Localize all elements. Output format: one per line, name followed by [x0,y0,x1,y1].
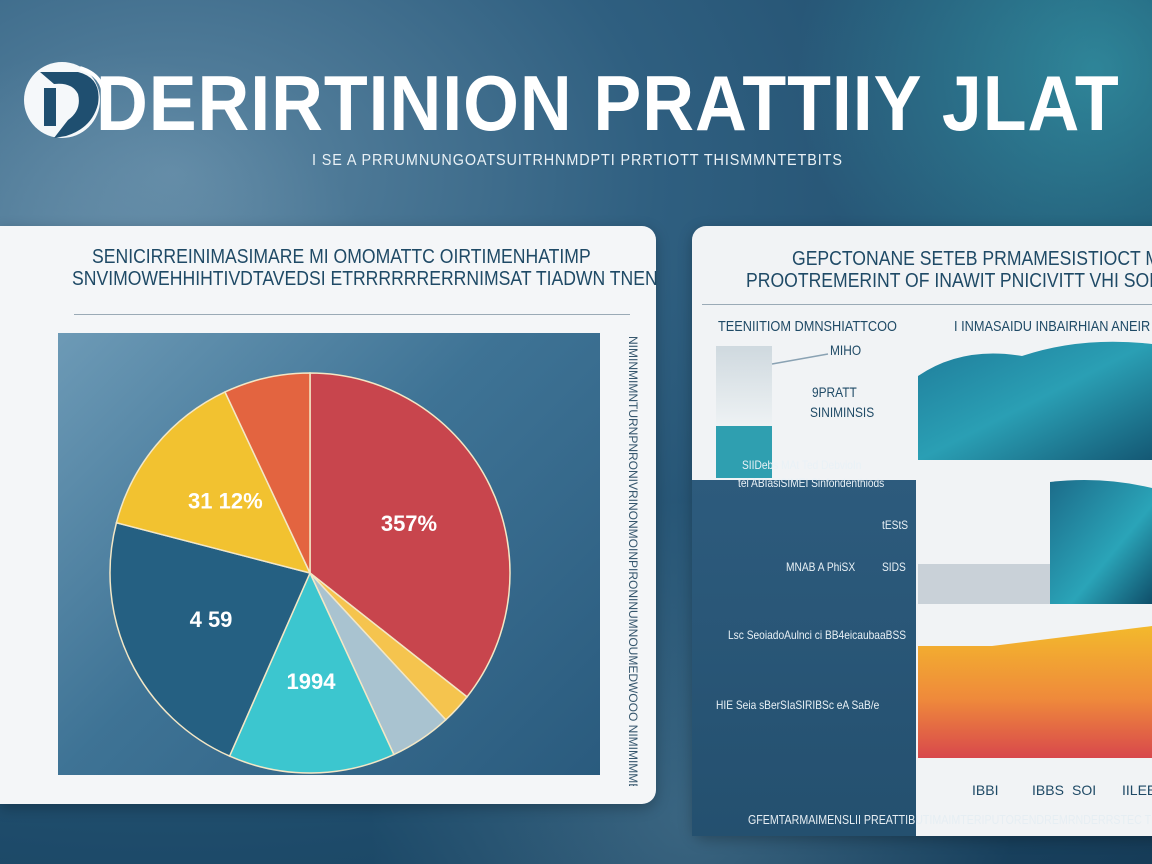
label-pratt: 9PRATT [812,384,857,400]
pie-slice [224,372,311,574]
label-mhio: MIHO [830,342,862,358]
page-subtitle: I SE A PRRUMNUNGOATSUITRHNMDPTI PRRTIOTT… [312,152,843,169]
pie-slice [309,372,511,698]
left-panel-divider [74,314,630,315]
block-text-4: MNAB A PhiSX [786,560,856,574]
mini-bar-teal [716,426,772,478]
pie-slice-label: 357% [381,511,437,536]
left-panel-heading-line2: SNVIMOWEHHIHTIVDTAVEDSI ETRRRRRRERRNIMSA… [72,268,658,290]
block-text-2: tel ABIasiSIMEI Sinfondenthiods [738,476,885,490]
left-panel-heading-line1: SENICIRREINIMASIMARE MI OMOMATTC OIRTIME… [92,246,591,268]
area-series-top [918,341,1152,460]
pie-slice-label: 1994 [287,669,337,694]
mini-bar [716,346,772,426]
pie-chart: 357% 1994 4 59 31 12% [109,372,511,774]
block-text-3: tEStS [882,518,909,532]
x-tick-label: IILEE [1122,782,1152,798]
right-panel-heading-line2: PROOTREMERINT OF INAWIT PNICIVITT VHI SO… [746,270,1152,292]
right-label-block: SIIDebs MAt Ted DebvioIn tel ABIasiSIMEI… [692,458,916,836]
pie-chart-area: 357% 1994 4 59 31 12% [58,333,600,775]
left-panel-side-text: NIMINMIMNTURNPNRONIVRINONMOINPIRONINUMNO… [626,336,640,786]
x-tick-label: IBBI [972,782,999,798]
pie-slice [109,521,312,758]
area-series-middle [1050,480,1152,604]
right-sub-label-left: TEENIITIOM DMNSHIATTCOO [718,318,897,335]
left-chart-panel: SENICIRREINIMASIMARE MI OMOMATTC OIRTIME… [0,226,658,804]
right-panel-footer: GFEMTARMAIMENSLII PREATTIBUTIMAIMTERIPUT… [748,812,1152,827]
brand-logo [24,62,107,138]
pie-slice [228,571,395,774]
right-sub-label-right: I INMASAIDU INBAIRHIAN ANEIR [954,318,1151,335]
right-area-chart [716,341,1152,758]
label-sinim: SINIMINSIS [810,404,875,420]
block-text-6: Lsc SeoiadoAulnci ci BB4eicaubaaBSS [728,628,907,642]
pie-slice-label: 31 12% [188,489,263,514]
area-series-bottom [918,626,1152,758]
block-text-1: SIIDebs MAt Ted DebvioIn [742,458,862,472]
x-tick-label: IBBS [1032,782,1064,798]
block-text-5: SIDS [882,560,906,574]
right-panel-divider [702,304,1152,305]
pie-slice [115,390,312,575]
x-tick-label: SOI [1072,782,1097,798]
right-panel-heading-line1: GEPCTONANE SETEB PRMAMESISTIOCT MA [792,248,1152,270]
page-title: DERIRTINION PRATTIIY JLAT [96,59,1120,147]
pie-slice-label: 4 59 [190,607,233,632]
block-text-7: HIE Seia sBerSIaSIRIBSc eA SaB/e [716,698,880,712]
